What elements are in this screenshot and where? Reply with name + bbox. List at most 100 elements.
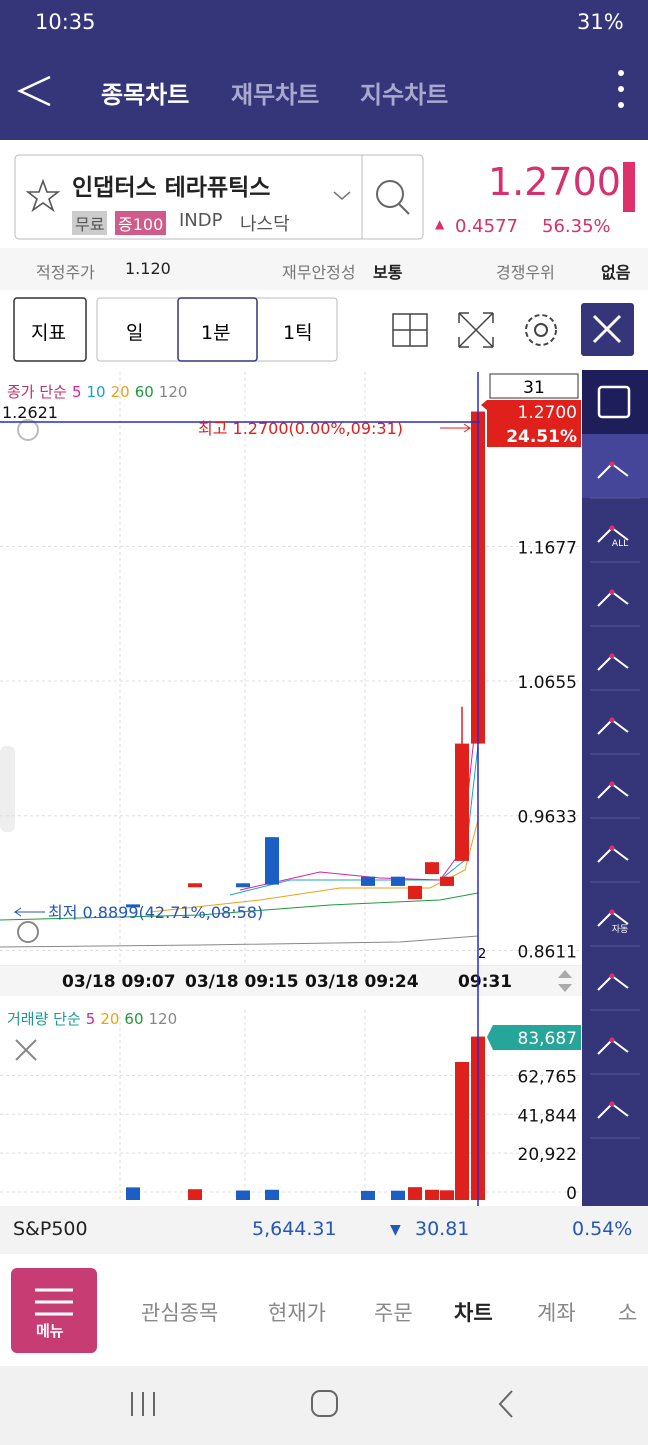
volume-bar xyxy=(408,1187,422,1200)
crosshair-bottom: 2 xyxy=(478,947,486,962)
y-tick-label: 41,844 xyxy=(518,1106,577,1126)
sidebar-dot xyxy=(609,845,615,851)
volume-badge xyxy=(487,1025,581,1050)
sidebar-dot xyxy=(609,973,615,979)
period[interactable]: 1분 xyxy=(201,322,231,344)
x-tick-label: 03/18 09:24 xyxy=(305,972,419,992)
scroll-arrows[interactable] xyxy=(558,970,572,992)
info-value: 보통 xyxy=(373,263,403,282)
zoom-out[interactable] xyxy=(17,921,39,943)
back-nav-button[interactable] xyxy=(498,1390,513,1418)
down-arrow: ▼ xyxy=(390,1222,401,1238)
recent-button[interactable] xyxy=(131,1392,155,1416)
legend-period: 10 xyxy=(86,383,106,401)
volume-bar xyxy=(440,1190,454,1200)
legend-name: 거래량 단순 xyxy=(7,1010,81,1028)
y-tick-label: 1.0655 xyxy=(518,673,577,693)
indicator-button[interactable] xyxy=(13,297,87,362)
current-price: 1.2700 xyxy=(518,403,577,423)
sidebar xyxy=(582,370,648,1206)
tab[interactable]: 재무차트 xyxy=(231,81,320,109)
legend-name: 종가 단순 xyxy=(7,383,67,401)
sidebar-dot xyxy=(609,1101,615,1107)
volume-legend: 거래량 단순 5 20 60 120 xyxy=(7,1008,177,1029)
menu-button[interactable] xyxy=(11,1268,97,1353)
save-icon xyxy=(597,385,631,419)
crosshair-x-box xyxy=(489,373,579,399)
period[interactable]: 1틱 xyxy=(283,322,313,344)
tag: 증100 xyxy=(115,211,167,235)
period[interactable]: 일 xyxy=(126,322,144,344)
candle-body xyxy=(126,904,140,908)
legend-period: 120 xyxy=(158,383,188,401)
info-value: 1.120 xyxy=(125,259,171,278)
candle-body xyxy=(425,862,439,875)
candle-body xyxy=(236,883,250,888)
high-arrow xyxy=(440,423,472,433)
settings-icon[interactable] xyxy=(525,314,557,346)
system-nav xyxy=(0,1366,648,1445)
candle-body xyxy=(391,876,405,886)
price-bar xyxy=(623,162,635,212)
market: 나스닥 xyxy=(240,214,290,235)
index-change: 30.81 xyxy=(415,1218,470,1240)
star-icon[interactable] xyxy=(25,178,61,213)
search-icon[interactable] xyxy=(376,180,404,208)
x-tick-label: 03/18 09:15 xyxy=(185,972,299,992)
up-arrow: ▲ xyxy=(435,217,445,231)
crosshair-x-label: 31 xyxy=(523,378,545,398)
tab[interactable]: 지수차트 xyxy=(360,81,449,109)
candle-body xyxy=(455,743,469,861)
sidebar-dot xyxy=(609,1037,615,1043)
low-arrow xyxy=(13,907,45,917)
volume-bar xyxy=(265,1189,279,1200)
y-tick-label: 20,922 xyxy=(518,1145,577,1165)
status-battery: 31% xyxy=(577,10,624,34)
period-selected[interactable] xyxy=(177,297,258,362)
nav-item[interactable]: 주문 xyxy=(374,1301,413,1325)
sidebar-dot xyxy=(609,589,615,595)
current-pct: 24.51% xyxy=(506,427,577,447)
dropdown[interactable] xyxy=(333,191,351,200)
sidebar-save[interactable] xyxy=(582,370,648,434)
low-annotation: 최저 0.8899(42.71%,08:58) xyxy=(48,903,263,922)
nav-item-active[interactable]: 차트 xyxy=(454,1301,493,1325)
volume-bar xyxy=(455,1062,469,1200)
sidebar-dot xyxy=(609,781,615,787)
nav-item[interactable]: 계좌 xyxy=(537,1301,576,1325)
menu-icon xyxy=(35,1288,73,1316)
side-handle[interactable] xyxy=(0,746,15,832)
expand-icon[interactable] xyxy=(458,312,494,348)
close-volume[interactable] xyxy=(15,1039,37,1061)
index-name: S&P500 xyxy=(13,1218,88,1240)
nav-item[interactable]: 현재가 xyxy=(268,1301,326,1325)
more-icon[interactable] xyxy=(618,70,624,76)
nav-item[interactable]: 소 xyxy=(618,1301,638,1325)
tab-active[interactable]: 종목차트 xyxy=(101,81,190,109)
index-value: 5,644.31 xyxy=(252,1218,337,1240)
legend-period: 5 xyxy=(71,383,82,401)
x-axis-band xyxy=(0,966,582,996)
legend-period: 60 xyxy=(134,383,154,401)
sidebar-dot xyxy=(609,461,615,467)
volume-bar xyxy=(188,1189,202,1200)
info-label: 재무안정성 xyxy=(282,263,356,282)
candle-body xyxy=(408,885,422,900)
home-button[interactable] xyxy=(311,1390,338,1417)
sidebar-dot xyxy=(609,909,615,915)
ticker: INDP xyxy=(179,210,223,231)
current-price-badge xyxy=(481,400,581,447)
nav-item[interactable]: 관심종목 xyxy=(141,1301,219,1325)
volume-bar xyxy=(391,1190,405,1200)
info-value: 없음 xyxy=(601,263,631,282)
zoom-in[interactable] xyxy=(17,419,39,441)
volume-bar xyxy=(126,1187,140,1200)
ma-line xyxy=(0,935,479,948)
back-button[interactable] xyxy=(17,75,51,107)
crosshair-price: 1.2621 xyxy=(2,403,58,422)
y-tick-label: 0 xyxy=(566,1184,577,1204)
status-time: 10:35 xyxy=(35,10,96,34)
price-legend: 종가 단순 5 10 20 60 120 xyxy=(7,381,187,402)
